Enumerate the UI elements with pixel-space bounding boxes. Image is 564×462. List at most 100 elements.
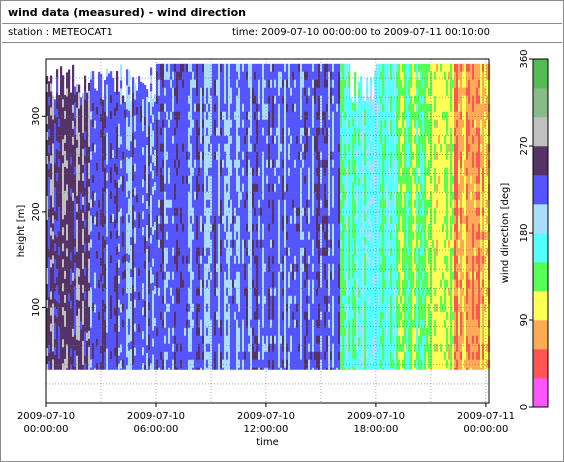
heatmap-cell — [74, 302, 77, 311]
heatmap-cell — [244, 367, 247, 370]
heatmap-cell — [228, 159, 231, 168]
heatmap-cell — [166, 63, 169, 72]
heatmap-cell — [250, 287, 253, 296]
heatmap-cell — [176, 239, 179, 248]
heatmap-cell — [190, 103, 193, 112]
heatmap-cell — [72, 368, 75, 370]
heatmap-cell — [98, 103, 101, 113]
heatmap-cell — [64, 150, 67, 160]
heatmap-cell — [292, 135, 295, 144]
heatmap-cell — [112, 101, 115, 111]
heatmap-cell — [90, 95, 93, 104]
heatmap-cell — [112, 133, 115, 143]
heatmap-cell — [116, 222, 119, 232]
heatmap-cell — [152, 242, 155, 251]
heatmap-cell — [72, 328, 75, 337]
heatmap-cell — [212, 335, 215, 344]
heatmap-cell — [212, 95, 215, 104]
heatmap-cell — [168, 71, 171, 80]
heatmap-cell — [286, 87, 289, 96]
heatmap-cell — [100, 297, 103, 306]
heatmap-cell — [272, 327, 275, 336]
heatmap-cell — [254, 295, 257, 304]
heatmap-cell — [116, 150, 119, 160]
heatmap-cell — [148, 110, 151, 119]
heatmap-cell — [178, 279, 181, 288]
heatmap-cell — [48, 369, 51, 370]
heatmap-cell — [206, 255, 209, 264]
heatmap-cell — [88, 202, 91, 211]
heatmap-cell — [146, 257, 149, 266]
heatmap-cell — [288, 327, 291, 336]
heatmap-cell — [230, 319, 233, 328]
heatmap-cell — [204, 135, 207, 144]
heatmap-cell — [144, 261, 147, 270]
heatmap-cell — [180, 255, 183, 264]
heatmap-cell — [250, 191, 253, 200]
heatmap-cell — [182, 71, 185, 80]
heatmap-cell — [64, 94, 67, 104]
info-bar: station : METEOCAT1 time: 2009-07-10 00:… — [2, 24, 562, 43]
heatmap-cell — [50, 275, 53, 284]
heatmap-cell — [106, 108, 109, 117]
heatmap-cell — [78, 116, 81, 125]
heatmap-cell — [126, 117, 129, 126]
heatmap-cell — [242, 191, 245, 200]
heatmap-cell — [158, 247, 161, 256]
heatmap-cell — [262, 175, 265, 184]
heatmap-cell — [150, 331, 153, 340]
heatmap-cell — [208, 295, 211, 304]
heatmap-cell — [200, 247, 203, 256]
heatmap-cell — [106, 268, 109, 277]
heatmap-cell — [46, 164, 49, 173]
heatmap-cell — [306, 231, 309, 240]
heatmap-cell — [54, 107, 57, 116]
heatmap-cell — [280, 303, 283, 312]
heatmap-cell — [238, 311, 241, 320]
heatmap-cell — [192, 167, 195, 176]
heatmap-cell — [306, 343, 309, 352]
heatmap-cell — [144, 117, 147, 126]
heatmap-cell — [172, 127, 175, 136]
heatmap-cell — [270, 183, 273, 192]
heatmap-cell — [72, 248, 75, 257]
heatmap-cell — [88, 138, 91, 147]
heatmap-cell — [126, 285, 129, 294]
heatmap-cell — [196, 215, 199, 224]
heatmap-cell — [196, 255, 199, 264]
heatmap-cell — [72, 112, 75, 121]
heatmap-cell — [300, 239, 303, 248]
heatmap-cell — [288, 247, 291, 256]
heatmap-cell — [134, 243, 137, 252]
heatmap-cell — [304, 359, 307, 368]
heatmap-cell — [194, 127, 197, 136]
heatmap-cell — [150, 227, 153, 236]
heatmap-cell — [304, 159, 307, 168]
heatmap-cell — [304, 95, 307, 104]
heatmap-cell — [222, 63, 225, 72]
heatmap-cell — [158, 295, 161, 304]
heatmap-cell — [230, 343, 233, 352]
heatmap-cell — [116, 102, 119, 112]
heatmap-cell — [266, 295, 269, 304]
heatmap-cell — [90, 231, 93, 240]
heatmap-cell — [202, 351, 205, 360]
heatmap-cell — [218, 215, 221, 224]
heatmap-cell — [98, 295, 101, 305]
heatmap-cell — [200, 215, 203, 224]
heatmap-cell — [260, 183, 263, 192]
heatmap-cell — [104, 80, 107, 89]
heatmap-cell — [58, 327, 61, 336]
heatmap-cell — [54, 195, 57, 204]
heatmap-cell — [262, 287, 265, 296]
heatmap-cell — [98, 335, 101, 345]
heatmap-cell — [284, 103, 287, 112]
heatmap-cell — [82, 228, 85, 238]
heatmap-cell — [94, 96, 97, 105]
heatmap-cell — [278, 343, 281, 352]
heatmap-cell — [214, 367, 217, 370]
heatmap-cell — [136, 178, 139, 187]
heatmap-cell — [104, 144, 107, 153]
heatmap-cell — [98, 239, 101, 249]
heatmap-cell — [240, 151, 243, 160]
